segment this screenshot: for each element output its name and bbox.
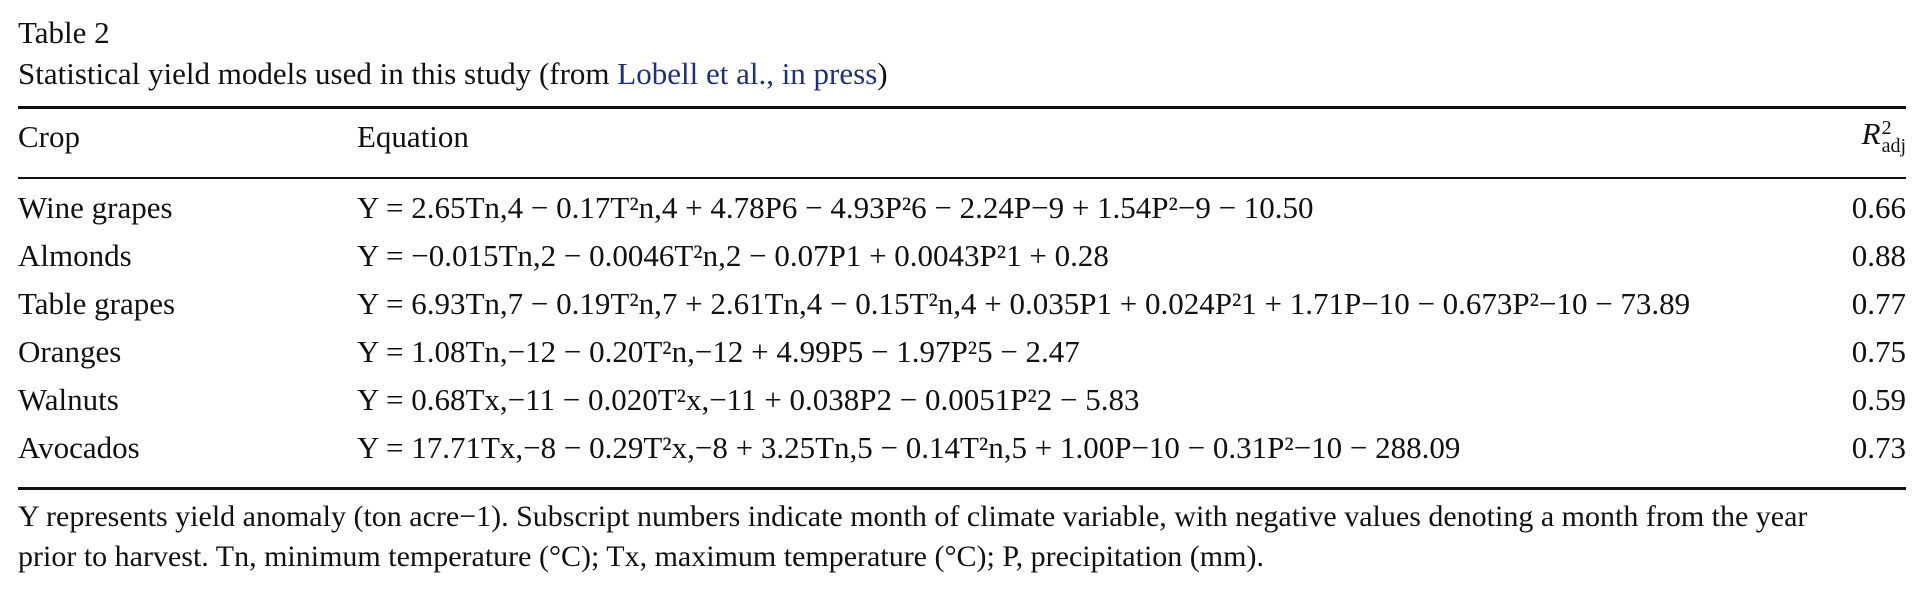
crop-cell: Oranges	[18, 334, 122, 369]
table-row: Wine grapes Y = 2.65Tn,4 − 0.17T²n,4 + 4…	[0, 188, 1924, 234]
equation-cell: Y = −0.015Tn,2 − 0.0046T²n,2 − 0.07P1 + …	[357, 238, 1109, 273]
equation-cell: Y = 17.71Tx,−8 − 0.29T²x,−8 + 3.25Tn,5 −…	[357, 430, 1461, 465]
r2-cell: 0.66	[1851, 190, 1906, 225]
r2-cell: 0.88	[1851, 238, 1906, 273]
equation-cell: Y = 6.93Tn,7 − 0.19T²n,7 + 2.61Tn,4 − 0.…	[357, 286, 1691, 321]
crop-cell: Almonds	[18, 238, 132, 273]
header-equation: Equation	[357, 119, 469, 154]
r2-cell: 0.75	[1851, 334, 1906, 369]
equation-cell: Y = 1.08Tn,−12 − 0.20T²n,−12 + 4.99P5 − …	[357, 334, 1080, 369]
r2-symbol: R	[1861, 116, 1881, 151]
header-r2-adj: R2 adj	[1861, 115, 1906, 157]
equation-cell: Y = 0.68Tx,−11 − 0.020T²x,−11 + 0.038P2 …	[357, 382, 1140, 417]
footnote-line-1: Y represents yield anomaly (ton acre−1).…	[18, 500, 1808, 533]
header-crop: Crop	[18, 119, 80, 154]
table-caption: Statistical yield models used in this st…	[18, 55, 888, 93]
crop-cell: Walnuts	[18, 382, 119, 417]
caption-text: Statistical yield models used in this st…	[18, 56, 618, 91]
table-row: Walnuts Y = 0.68Tx,−11 − 0.020T²x,−11 + …	[0, 380, 1924, 426]
header-rule	[18, 177, 1906, 179]
bottom-rule	[18, 487, 1906, 490]
table-row: Almonds Y = −0.015Tn,2 − 0.0046T²n,2 − 0…	[0, 236, 1924, 282]
table-label: Table 2	[18, 15, 110, 50]
r2-sup: 2	[1881, 116, 1892, 139]
equation-cell: Y = 2.65Tn,4 − 0.17T²n,4 + 4.78P6 − 4.93…	[357, 190, 1314, 225]
caption-close: )	[877, 56, 888, 91]
top-rule	[18, 106, 1906, 109]
r2-cell: 0.59	[1851, 382, 1906, 417]
crop-cell: Wine grapes	[18, 190, 173, 225]
r2-sub: adj	[1881, 134, 1906, 157]
footnote-line-2: prior to harvest. Tn, minimum temperatur…	[18, 540, 1264, 573]
table-row: Avocados Y = 17.71Tx,−8 − 0.29T²x,−8 + 3…	[0, 428, 1924, 474]
table-row: Oranges Y = 1.08Tn,−12 − 0.20T²n,−12 + 4…	[0, 332, 1924, 378]
crop-cell: Avocados	[18, 430, 140, 465]
r2-cell: 0.73	[1851, 430, 1906, 465]
crop-cell: Table grapes	[18, 286, 176, 321]
table-row: Table grapes Y = 6.93Tn,7 − 0.19T²n,7 + …	[0, 284, 1924, 330]
reference-link[interactable]: Lobell et al., in press	[617, 56, 878, 91]
r2-cell: 0.77	[1851, 286, 1906, 321]
